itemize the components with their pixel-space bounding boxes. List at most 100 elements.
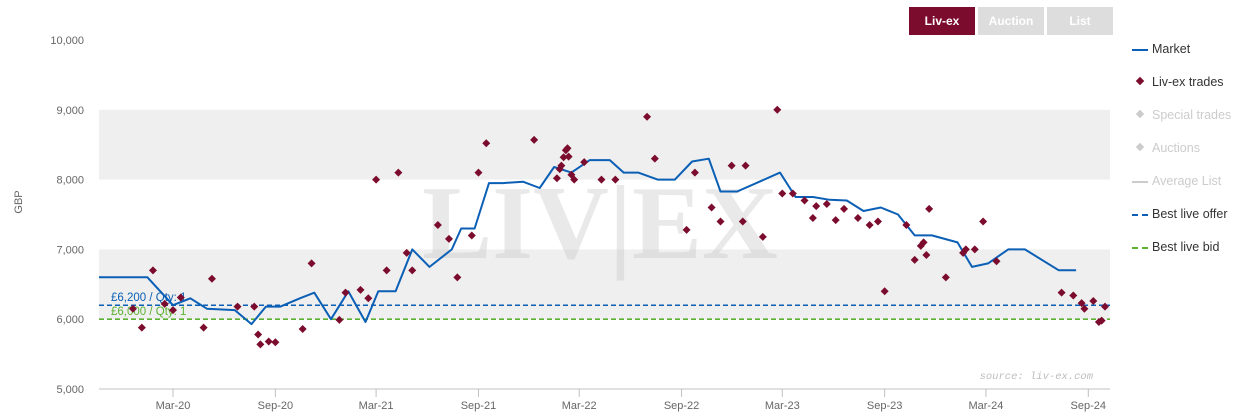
trade-point [552,174,561,183]
trade-point [307,259,316,268]
legend-dash-icon [1132,247,1148,249]
trade-point [271,338,280,347]
y-tick-label: 8,000 [56,175,84,187]
trade-point [298,324,307,333]
trade-point [254,330,263,339]
trade-point [716,217,725,226]
y-tick-label: 7,000 [56,244,84,256]
trade-point [341,288,350,297]
x-tick-label: Sep-22 [664,400,699,412]
trade-point [482,139,491,148]
trade-point [1100,302,1109,311]
legend-item-best-live-offer[interactable]: Best live offer [1130,203,1248,236]
trade-point [773,105,782,114]
trade-point [738,217,747,226]
y-tick-label: 10,000 [50,35,84,47]
trade-point [643,112,652,121]
trade-point [1057,288,1066,297]
legend-item-special-trades[interactable]: Special trades [1130,104,1248,137]
hline-label: £6,200 / Qty: 1 [111,292,186,304]
trade-point [137,323,146,332]
trade-point [758,232,767,241]
x-tick-label: Sep-20 [258,400,293,412]
tab-liv-ex[interactable]: Liv-ex [909,7,975,35]
trade-point [873,217,882,226]
trade-point [530,135,539,144]
trade-point [557,161,566,170]
legend-item-market[interactable]: Market [1130,38,1248,71]
trade-point [682,225,691,234]
tab-list[interactable]: List [1047,7,1113,35]
trade-point [402,248,411,257]
trade-point [741,161,750,170]
live-price-lines: £6,200 / Qty: 1 £6,000 / Qty: 1 [99,292,1110,321]
trade-point [919,238,928,247]
x-tick-label: Mar-24 [968,400,1003,412]
trade-point [831,216,840,225]
legend-label: Average List [1152,174,1222,188]
trade-point [902,220,911,229]
trade-point [233,302,242,311]
grid-band [99,109,1110,180]
trade-point [853,213,862,222]
trade-point [1097,316,1106,325]
legend-item-best-live-bid[interactable]: Best live bid [1130,236,1248,269]
trade-point [394,168,403,177]
x-tick-label: Mar-23 [765,400,800,412]
trade-point [822,200,831,209]
x-tick-label: Mar-20 [156,400,191,412]
trade-point [992,257,1001,266]
legend-line-icon [1132,181,1148,183]
legend-item-liv-ex-trades[interactable]: Liv-ex trades [1130,71,1248,104]
y-tick-label: 5,000 [56,384,84,396]
x-tick-label: Sep-21 [461,400,496,412]
legend-label: Market [1152,42,1191,56]
trade-point [727,161,736,170]
market-series [99,157,1077,326]
trade-point [169,306,178,315]
trade-point [1069,291,1078,300]
x-axis: Mar-20 Sep-20 Mar-21 Sep-21 Mar-22 Sep-22 Mar-… [99,388,1110,412]
tab-auction[interactable]: Auction [978,7,1044,35]
trade-point [433,220,442,229]
trade-point [335,315,344,324]
trade-point [941,273,950,282]
trade-point [800,196,809,205]
y-tick-label: 6,000 [56,314,84,326]
trade-point [611,175,620,184]
trade-point [580,158,589,167]
trade-point [207,274,216,283]
trade-point [372,175,381,184]
trade-point [250,302,259,311]
legend-dash-icon [1132,214,1148,216]
trade-point [707,203,716,212]
trade-point [1077,299,1086,308]
legend-label: Best live offer [1152,207,1228,221]
legend-item-auctions[interactable]: Auctions [1130,137,1248,170]
legend-label: Special trades [1152,108,1232,122]
legend-diamond-icon [1135,76,1145,86]
trade-point [650,154,659,163]
hline-label: £6,000 / Qty: 1 [111,306,186,318]
trade-point [256,340,265,349]
legend-label: Best live bid [1152,240,1220,254]
trade-point [880,287,889,296]
legend-item-average-list[interactable]: Average List [1130,170,1248,203]
trade-point [910,255,919,264]
trade-point [176,293,185,302]
trade-point [961,245,970,254]
legend-label: Auctions [1152,141,1200,155]
trade-point [128,304,137,313]
trade-point [788,189,797,198]
trade-point [979,217,988,226]
trade-point [778,189,787,198]
trade-point [597,175,606,184]
trade-point [922,250,931,259]
market-line [99,157,1077,326]
legend-label: Liv-ex trades [1152,75,1224,89]
legend-line-icon [1132,49,1148,51]
trade-point [356,285,365,294]
trade-point [563,144,572,153]
legend-diamond-icon [1135,142,1145,152]
